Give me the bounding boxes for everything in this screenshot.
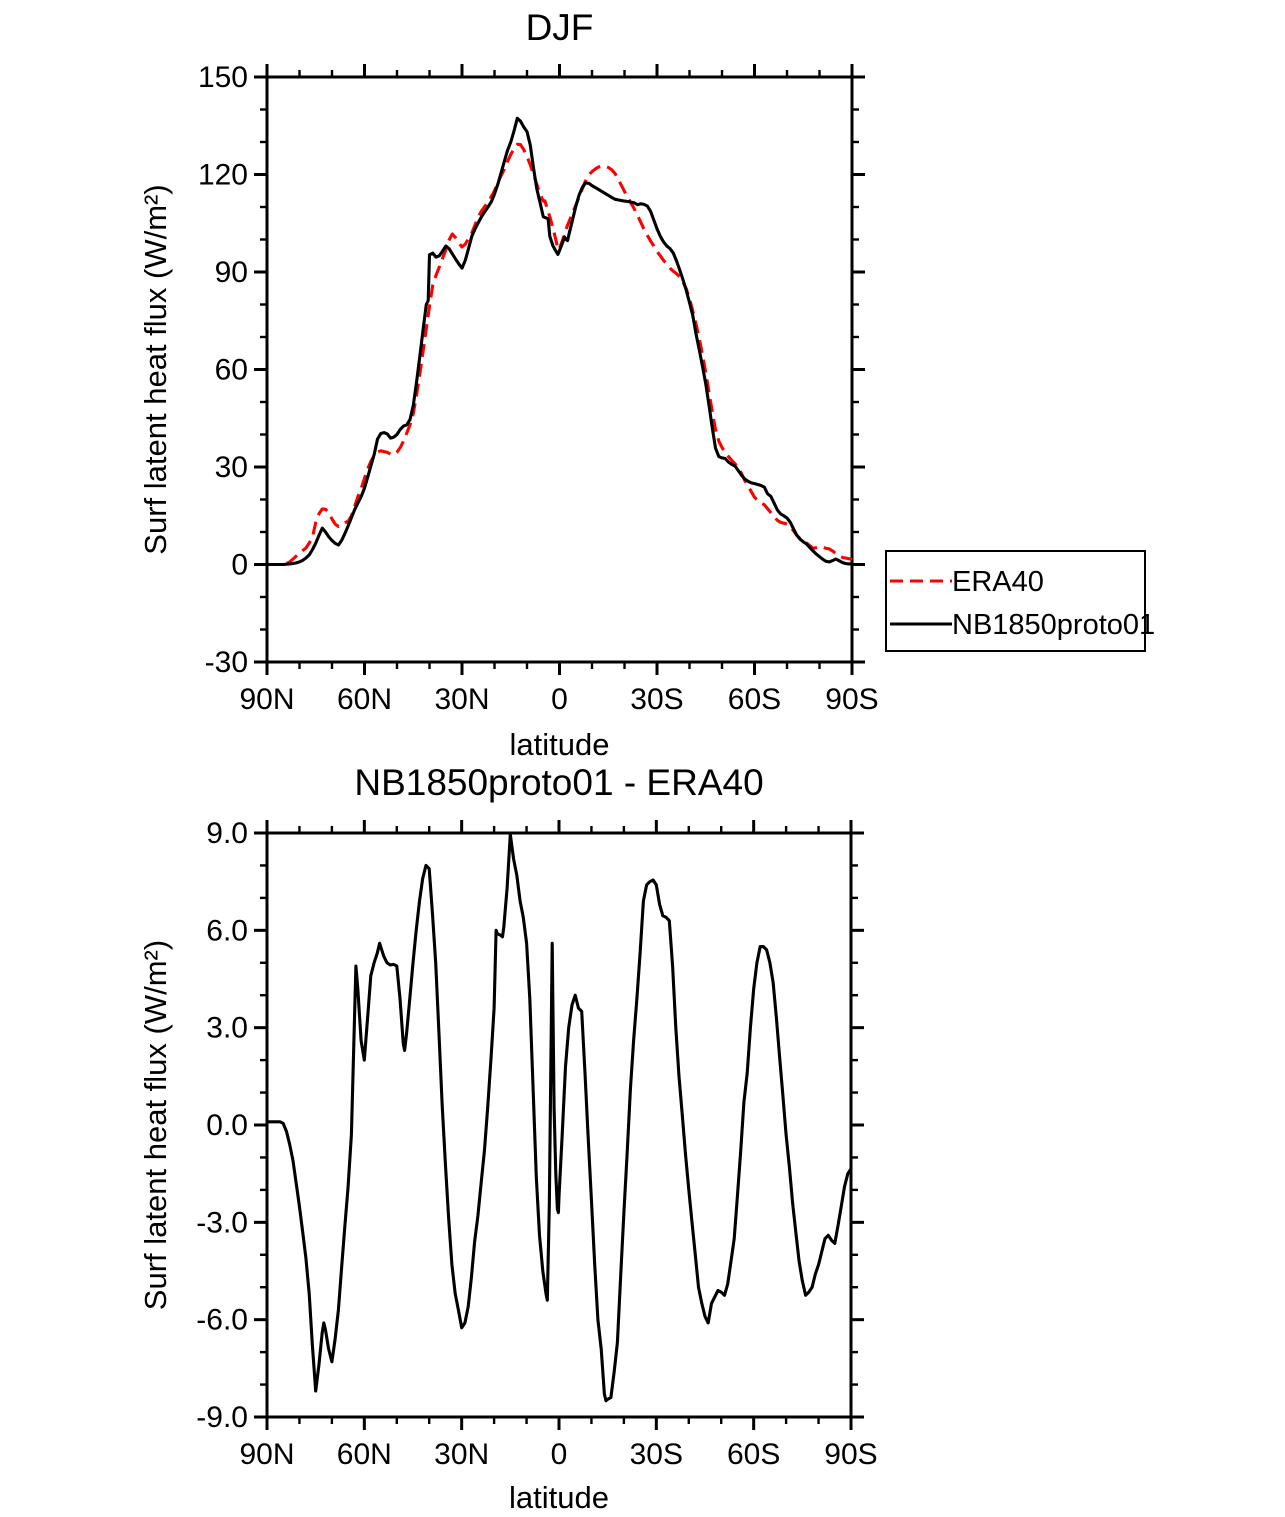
difference-chart-title: NB1850proto01 - ERA40	[354, 762, 763, 803]
y-tick-label: 6.0	[206, 914, 248, 947]
djf-chart: 90N 60N 30N 0 30S 60S 90S -30 0 30 60 90 120 150 DJF la…	[138, 7, 879, 762]
difference-chart-ylabel: Surf latent heat flux (W/m²)	[138, 940, 173, 1310]
y-tick-label: 9.0	[206, 817, 248, 850]
legend: ERA40 NB1850proto01	[885, 550, 1155, 652]
y-tick-label: 0	[231, 549, 248, 582]
x-tick-label: 30S	[630, 1438, 683, 1471]
x-tick-label: 0	[551, 1438, 568, 1471]
djf-chart-xlabel: latitude	[510, 727, 610, 762]
x-tick-label: 90N	[239, 1438, 294, 1471]
y-tick-label: 3.0	[206, 1012, 248, 1045]
era40-line	[267, 142, 853, 567]
y-tick-label: -30	[205, 646, 248, 679]
x-tick-label: 30S	[630, 683, 683, 716]
difference-chart-xlabel: latitude	[509, 1480, 609, 1515]
nb1850proto01-line	[267, 116, 852, 567]
difference-chart: 90N 60N 30N 0 30S 60S 90S -9.0 -6.0 -3.0 0.0 3.0 6.0…	[138, 762, 878, 1515]
legend-label: NB1850proto01	[952, 609, 1155, 641]
legend-label: ERA40	[952, 566, 1044, 598]
djf-chart-ylabel: Surf latent heat flux (W/m²)	[138, 184, 173, 554]
djf-chart-frame	[265, 75, 854, 664]
x-tick-label: 90N	[239, 683, 294, 716]
x-tick-label: 30N	[434, 683, 489, 716]
y-tick-label: -6.0	[196, 1304, 248, 1337]
djf-chart-title: DJF	[526, 7, 594, 48]
x-tick-label: 60S	[728, 683, 781, 716]
x-tick-label: 0	[551, 683, 568, 716]
legend-box	[885, 550, 1146, 652]
y-tick-label: 90	[215, 256, 248, 289]
x-tick-label: 60N	[337, 683, 392, 716]
x-tick-label: 90S	[825, 683, 878, 716]
difference-chart-frame	[265, 831, 853, 1419]
y-tick-label: -3.0	[196, 1206, 248, 1239]
x-tick-label: 90S	[824, 1438, 877, 1471]
y-tick-label: -9.0	[196, 1401, 248, 1434]
x-tick-label: 60N	[337, 1438, 392, 1471]
y-tick-label: 60	[215, 354, 248, 387]
nb1850proto01-era40-line	[267, 832, 853, 1403]
x-tick-label: 30N	[434, 1438, 489, 1471]
y-tick-label: 0.0	[206, 1109, 248, 1142]
x-tick-label: 60S	[727, 1438, 780, 1471]
y-tick-label: 30	[215, 451, 248, 484]
y-tick-label: 120	[198, 159, 248, 192]
y-tick-label: 150	[198, 61, 248, 94]
